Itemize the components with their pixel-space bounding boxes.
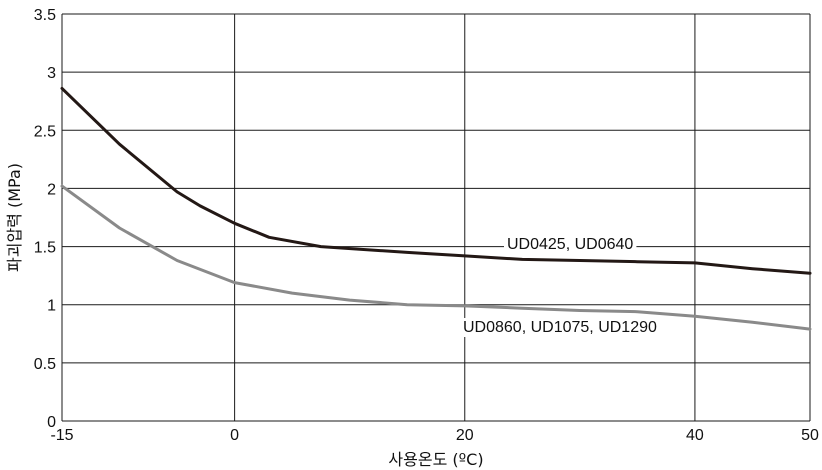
series-line-1 [60, 184, 812, 331]
gridlines [61, 13, 811, 422]
series-lines [60, 86, 812, 331]
x-tick-label: 40 [686, 427, 704, 444]
x-tick-label: 50 [801, 427, 819, 444]
series-label-ud0425-ud0640: UD0425, UD0640 [507, 236, 633, 253]
series-line-0 [60, 86, 812, 275]
y-tick-label: 1 [47, 298, 56, 315]
x-axis-title: 사용온도 (ºC) [388, 450, 483, 469]
x-tick-label: -15 [50, 427, 73, 444]
tick-labels: 00.511.522.533.5-15 0 20 40 50 [34, 7, 819, 444]
series-label-background [504, 235, 637, 254]
y-tick-label: 0.5 [34, 356, 56, 373]
y-tick-label: 2 [47, 181, 56, 198]
y-tick-label: 1.5 [34, 240, 56, 257]
series-label-background [460, 318, 660, 337]
y-tick-label: 3 [47, 65, 56, 82]
series-label-ud0860-ud1075-ud1290: UD0860, UD1075, UD1290 [463, 319, 657, 336]
series-labels: UD0425, UD0640 UD0860, UD1075, UD1290 [460, 235, 660, 337]
y-tick-label: 3.5 [34, 7, 56, 24]
x-tick-label: 0 [230, 427, 239, 444]
y-tick-label: 2.5 [34, 123, 56, 140]
y-axis-title: 파괴압력 (MPa) [5, 163, 24, 272]
y-tick-label: 0 [47, 414, 56, 431]
x-tick-label: 20 [456, 427, 474, 444]
